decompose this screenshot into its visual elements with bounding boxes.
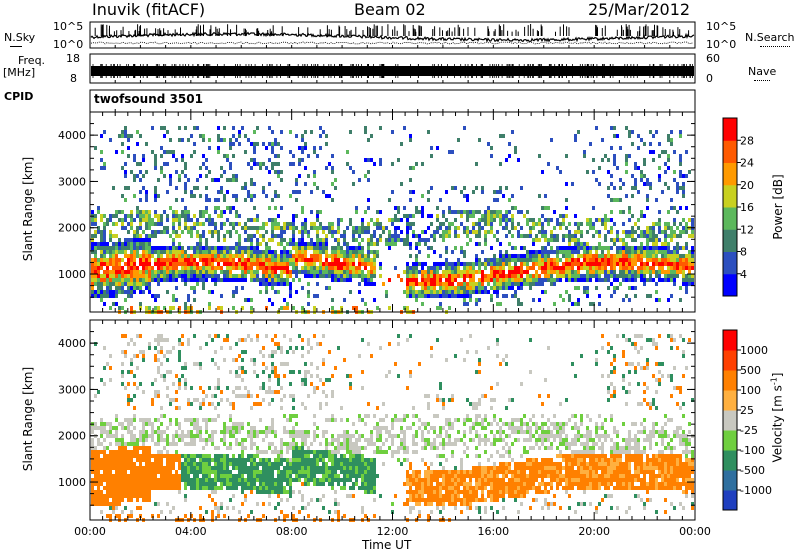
power-colorbar-swatch bbox=[723, 273, 737, 297]
nave-label: Nave bbox=[748, 65, 777, 78]
ytick-label-power: 4000 bbox=[58, 129, 86, 142]
power-colorbar-swatch bbox=[723, 251, 737, 275]
cpid-value: twofsound 3501 bbox=[94, 92, 203, 106]
power-colorbar-tick-label: 16 bbox=[740, 201, 754, 214]
ytick-label-velocity: 3000 bbox=[58, 383, 86, 396]
velocity-colorbar-swatch bbox=[723, 350, 737, 371]
nsearch-trace bbox=[90, 41, 694, 45]
power-colorbar-swatch bbox=[723, 118, 737, 141]
power-panel-cells bbox=[91, 126, 694, 314]
power-colorbar-swatch bbox=[723, 229, 737, 252]
ytick-label-velocity: 4000 bbox=[58, 337, 86, 350]
velocity-colorbar-tick-label: -100 bbox=[740, 444, 765, 457]
freq-unit-label: [MHz] bbox=[3, 66, 36, 79]
xtick-label: 08:00 bbox=[276, 525, 308, 538]
freq-ticks-band bbox=[92, 64, 693, 78]
beam-title: Beam 02 bbox=[354, 0, 426, 19]
nsky-underline bbox=[10, 46, 22, 47]
velocity-colorbar-swatch bbox=[723, 490, 737, 511]
xtick-label: 00:00 bbox=[74, 525, 106, 538]
velocity-colorbar-tick-label: -1000 bbox=[740, 484, 772, 497]
power-colorbar-swatch bbox=[723, 184, 737, 208]
nsky-tick-bottom: 10^0 bbox=[53, 38, 84, 51]
freq-label: Freq. bbox=[18, 54, 46, 67]
power-colorbar-tick-label: 28 bbox=[740, 134, 754, 147]
power-colorbar-tick-label: 8 bbox=[740, 246, 747, 259]
nsky-trace bbox=[90, 31, 695, 43]
xtick-label: 12:00 bbox=[377, 525, 409, 538]
date-title: 25/Mar/2012 bbox=[588, 0, 691, 19]
velocity-colorbar-swatch bbox=[723, 470, 737, 491]
xtick-label: 16:00 bbox=[477, 525, 509, 538]
freq-band bbox=[91, 66, 694, 76]
velocity-colorbar-tick-label: -500 bbox=[740, 464, 765, 477]
velocity-panel-cells bbox=[91, 334, 694, 522]
power-colorbar-tick-label: 4 bbox=[740, 268, 747, 281]
xtick-label: 00:00 bbox=[679, 525, 711, 538]
velocity-colorbar-swatch bbox=[723, 430, 737, 451]
power-colorbar-tick-label: 24 bbox=[740, 157, 754, 170]
nave-dots bbox=[754, 80, 770, 81]
nave-tick-top: 60 bbox=[706, 52, 720, 65]
ytick-label-power: 2000 bbox=[58, 222, 86, 235]
velocity-colorbar-swatch bbox=[723, 370, 737, 391]
freq-tick-top: 18 bbox=[66, 52, 80, 65]
velocity-colorbar-tick-label: 1000 bbox=[740, 344, 768, 357]
velocity-colorbar-swatch bbox=[723, 410, 737, 431]
power-colorbar-swatch bbox=[723, 207, 737, 230]
nsearch-label: N.Search bbox=[745, 31, 795, 44]
velocity-colorbar-tick-label: 25 bbox=[740, 404, 754, 417]
nsky-spikes bbox=[94, 24, 690, 36]
velocity-colorbar-tick-label: 500 bbox=[740, 364, 761, 377]
power-colorbar-tick-label: 20 bbox=[740, 179, 754, 192]
velocity-colorbar-frame bbox=[722, 329, 738, 511]
cpid-label: CPID bbox=[4, 90, 34, 103]
velocity-colorbar-tick-label: 100 bbox=[740, 384, 761, 397]
nsky-tick-top: 10^5 bbox=[53, 20, 84, 33]
nsearch-tick-bottom: 10^0 bbox=[706, 38, 737, 51]
nsearch-tick-top: 10^5 bbox=[706, 20, 737, 33]
velocity-colorbar-swatch bbox=[723, 390, 737, 411]
cpid-strip bbox=[89, 89, 696, 113]
ytick-label-power: 1000 bbox=[58, 268, 86, 281]
nsearch-dots bbox=[760, 46, 790, 47]
ytick-label-velocity: 2000 bbox=[58, 430, 86, 443]
nave-tick-bottom: 0 bbox=[706, 72, 713, 85]
velocity-colorbar-swatch bbox=[723, 450, 737, 471]
nsky-label: N.Sky bbox=[4, 31, 36, 44]
power-colorbar-swatch bbox=[723, 140, 737, 163]
velocity-colorbar-swatch bbox=[723, 330, 737, 351]
power-colorbar-swatch bbox=[723, 162, 737, 186]
xtick-label: 20:00 bbox=[578, 525, 610, 538]
ytick-label-power: 3000 bbox=[58, 175, 86, 188]
ytick-label-velocity: 1000 bbox=[58, 476, 86, 489]
time-ut-label: Time UT bbox=[362, 538, 412, 552]
xtick-label: 04:00 bbox=[175, 525, 207, 538]
velocity-colorbar-tick-label: -25 bbox=[740, 424, 758, 437]
station-title: Inuvik (fitACF) bbox=[92, 0, 206, 19]
power-colorbar-tick-label: 12 bbox=[740, 223, 754, 236]
freq-tick-bottom: 8 bbox=[70, 72, 77, 85]
